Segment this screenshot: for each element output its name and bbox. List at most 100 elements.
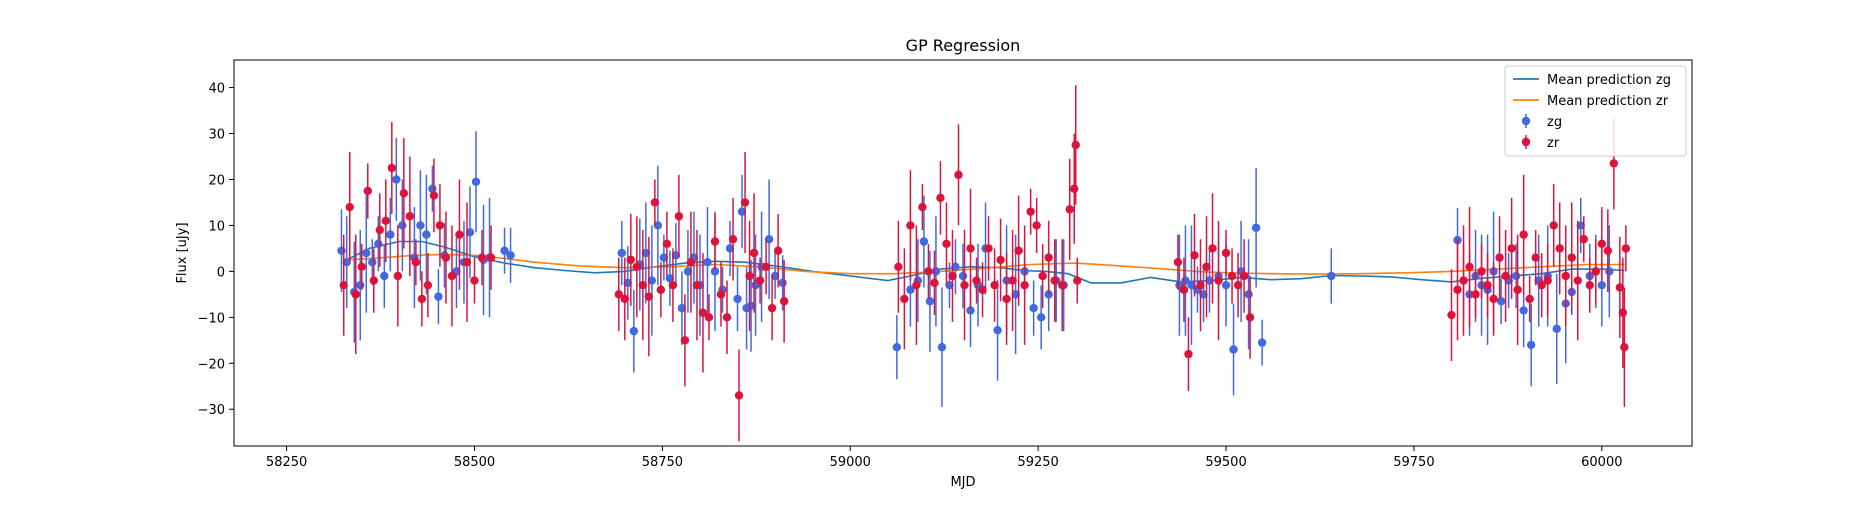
x-tick-label: 59500 [1205, 455, 1246, 470]
data-point [1537, 280, 1546, 290]
data-point [704, 313, 714, 322]
y-tick-label: −20 [198, 357, 225, 372]
data-point [399, 189, 409, 198]
data-point [1071, 140, 1080, 150]
data-point [1513, 285, 1522, 294]
data-point [778, 278, 787, 288]
data-point [1065, 205, 1074, 214]
y-tick-label: 0 [217, 265, 225, 280]
data-point [945, 280, 954, 290]
data-point [429, 191, 439, 200]
data-point [683, 267, 693, 276]
data-point [417, 294, 427, 304]
data-point [1465, 262, 1474, 271]
data-point [1579, 235, 1588, 244]
y-axis: −30 −20 −10 0 10 20 30 40 [198, 82, 234, 418]
data-point [698, 308, 708, 317]
chart-title: GP Regression [906, 36, 1021, 55]
data-point [764, 235, 774, 244]
series-zr [339, 85, 1631, 442]
data-point [647, 276, 657, 285]
data-point [434, 292, 443, 301]
data-point [1173, 257, 1183, 267]
data-point [500, 246, 509, 255]
data-point [912, 280, 921, 290]
data-point [906, 221, 915, 230]
data-point [1187, 280, 1196, 290]
data-point [455, 230, 464, 239]
legend-marker-swatch [1521, 116, 1531, 126]
data-point [1483, 280, 1492, 290]
data-point [477, 253, 487, 262]
y-tick-label: −30 [198, 403, 225, 418]
data-point [722, 313, 732, 322]
data-point [506, 251, 515, 260]
legend-label: zg [1547, 115, 1562, 130]
legend: Mean prediction zg Mean prediction zr zg zr [1504, 65, 1687, 157]
x-axis-label: MJD [950, 475, 975, 490]
data-point [1026, 207, 1035, 216]
data-point [966, 244, 975, 253]
x-tick-label: 58500 [454, 455, 495, 470]
x-axis: 58250 58500 58750 59000 59250 59500 59750 60000 [266, 446, 1622, 470]
data-point [671, 251, 681, 260]
data-point [1591, 267, 1601, 276]
data-point [1070, 184, 1079, 193]
data-point [710, 267, 720, 276]
data-point [422, 230, 431, 239]
data-point [650, 198, 660, 207]
y-tick-label: −10 [198, 311, 225, 326]
y-axis-label: Flux [uJy] [175, 222, 190, 283]
data-point [951, 262, 960, 271]
data-point [1620, 343, 1629, 352]
data-point [906, 285, 915, 294]
data-point [779, 297, 789, 306]
data-point [1555, 244, 1564, 253]
data-point [386, 230, 395, 239]
data-point [925, 297, 935, 306]
data-point [356, 280, 365, 290]
data-point [1525, 294, 1534, 304]
data-point [1233, 280, 1243, 290]
data-point [644, 292, 654, 301]
data-point [1239, 271, 1249, 281]
data-point [1618, 308, 1628, 317]
data-point [900, 294, 909, 304]
data-point [428, 184, 437, 193]
data-point [773, 246, 783, 255]
data-point [1495, 253, 1504, 262]
data-point [1208, 244, 1217, 253]
y-tick-label: 30 [208, 128, 225, 143]
data-point [1014, 246, 1023, 255]
y-tick-label: 10 [208, 219, 225, 234]
data-point [749, 248, 759, 258]
data-point [1603, 246, 1613, 255]
data-point [894, 262, 903, 271]
data-point [1190, 251, 1199, 260]
data-point [918, 202, 927, 212]
data-point [656, 285, 666, 294]
x-tick-label: 58250 [266, 455, 307, 470]
data-point [1179, 285, 1189, 294]
data-point [623, 278, 633, 288]
data-point [686, 257, 696, 267]
legend-label: zr [1547, 136, 1560, 151]
data-point [1196, 280, 1205, 290]
data-point [1184, 349, 1193, 359]
data-point [728, 235, 738, 244]
data-point [954, 170, 963, 180]
data-point [1447, 310, 1456, 320]
data-point [398, 221, 407, 230]
data-point [892, 343, 902, 352]
data-point [662, 239, 672, 249]
data-point [960, 280, 969, 290]
x-tick-label: 58750 [642, 455, 683, 470]
data-point [936, 193, 945, 203]
data-point [342, 257, 351, 267]
data-point [1205, 276, 1214, 285]
data-point [668, 280, 678, 290]
data-point [1567, 253, 1576, 262]
data-point [993, 326, 1002, 335]
data-point [339, 280, 348, 290]
data-point [462, 257, 472, 267]
